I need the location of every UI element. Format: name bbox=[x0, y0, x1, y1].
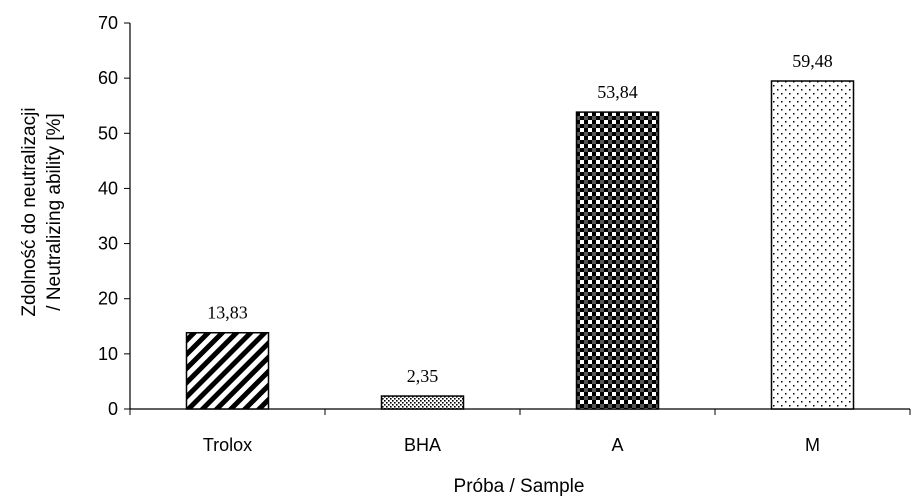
data-label: 2,35 bbox=[407, 366, 439, 386]
data-label: 53,84 bbox=[597, 82, 638, 102]
y-tick-label: 30 bbox=[98, 234, 118, 254]
bar-a bbox=[575, 111, 660, 410]
y-tick-label: 60 bbox=[98, 68, 118, 88]
data-label: 13,83 bbox=[207, 303, 248, 323]
y-tick-label: 10 bbox=[98, 344, 118, 364]
y-tick-label: 70 bbox=[98, 13, 118, 33]
y-tick-label: 0 bbox=[108, 399, 118, 419]
y-tick-label: 40 bbox=[98, 178, 118, 198]
y-axis-title-line2: / Neutralizing ability [%] bbox=[44, 113, 65, 310]
data-label: 59,48 bbox=[792, 51, 833, 71]
y-tick-label: 20 bbox=[98, 289, 118, 309]
category-label: BHA bbox=[404, 435, 441, 455]
bar-m bbox=[770, 80, 855, 410]
category-label: M bbox=[805, 435, 820, 455]
y-tick-label: 50 bbox=[98, 123, 118, 143]
category-label: Trolox bbox=[203, 435, 252, 455]
labels: 13,83 Trolox 2,35 BHA 53,84 A 59,48 M bbox=[203, 51, 833, 455]
bar-trolox bbox=[185, 331, 270, 410]
y-axis-title-line1: Zdolność do neutralizacji bbox=[19, 107, 40, 316]
x-axis-title: Próba / Sample bbox=[454, 476, 585, 497]
bars bbox=[185, 80, 855, 410]
category-label: A bbox=[611, 435, 623, 455]
bar-bha bbox=[380, 395, 465, 410]
